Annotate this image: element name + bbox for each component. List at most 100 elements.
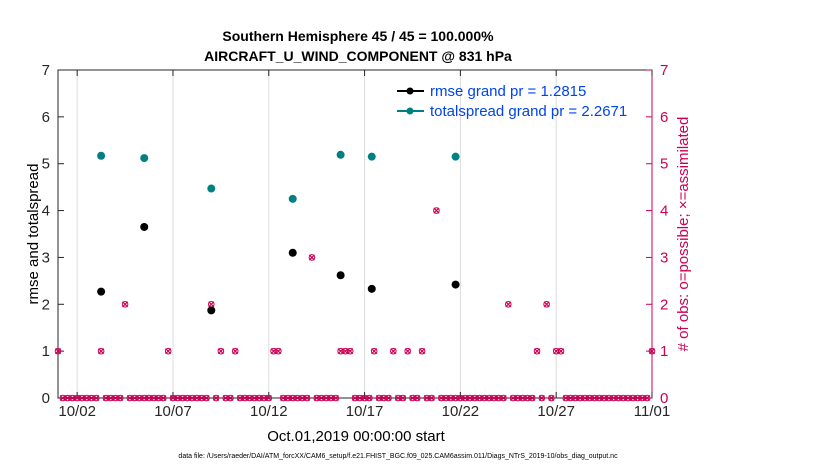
obs-possible-point bbox=[437, 394, 445, 402]
obs-possible-point bbox=[303, 394, 311, 402]
obs-possible-point bbox=[442, 394, 450, 402]
obs-possible-point bbox=[131, 394, 138, 402]
obs-assimilated-point bbox=[275, 348, 282, 355]
obs-possible-point bbox=[332, 394, 340, 402]
obs-assimilated-point bbox=[409, 394, 416, 402]
obs-assimilated-point bbox=[625, 394, 632, 402]
obs-assimilated-point bbox=[577, 394, 584, 402]
obs-possible-point bbox=[251, 394, 258, 402]
obs-possible-point bbox=[265, 394, 273, 402]
obs-possible-point bbox=[404, 347, 411, 355]
obs-assimilated-point bbox=[165, 348, 172, 355]
obs-possible-point bbox=[121, 300, 129, 308]
y-right-tick-label: 0 bbox=[660, 390, 668, 407]
y-tick-label: 3 bbox=[42, 249, 50, 266]
obs-possible-point bbox=[481, 394, 488, 402]
x-axis-label: Oct.01,2019 00:00:00 start bbox=[267, 428, 445, 445]
y-right-tick-label: 3 bbox=[660, 249, 668, 266]
obs-possible-point bbox=[476, 394, 483, 402]
obs-possible-point bbox=[179, 394, 186, 402]
obs-assimilated-point bbox=[136, 394, 143, 402]
obs-assimilated-point bbox=[553, 348, 560, 355]
obs-assimilated-point bbox=[246, 394, 253, 402]
obs-possible-point bbox=[500, 394, 507, 402]
obs-assimilated-point bbox=[557, 348, 565, 355]
obs-assimilated-point bbox=[74, 394, 81, 402]
obs-possible-point bbox=[624, 394, 632, 402]
obs-assimilated-point bbox=[375, 394, 382, 402]
obs-assimilated-point bbox=[284, 394, 291, 402]
obs-possible-point bbox=[169, 394, 177, 402]
obs-assimilated-point bbox=[98, 348, 105, 355]
obs-possible-point bbox=[361, 394, 368, 402]
rmse-point bbox=[367, 284, 376, 293]
obs-assimilated-point bbox=[203, 394, 210, 402]
obs-possible-point bbox=[596, 394, 603, 402]
obs-assimilated-point bbox=[117, 394, 124, 402]
obs-possible-point bbox=[466, 394, 474, 402]
obs-possible-point bbox=[447, 394, 455, 402]
obs-possible-point bbox=[399, 394, 407, 402]
obs-assimilated-point bbox=[160, 394, 167, 402]
obs-possible-point bbox=[548, 394, 555, 402]
obs-assimilated-point bbox=[213, 394, 220, 402]
obs-assimilated-point bbox=[184, 394, 191, 402]
obs-possible-point bbox=[83, 394, 91, 402]
obs-possible-point bbox=[390, 347, 397, 355]
obs-assimilated-point bbox=[270, 348, 277, 355]
obs-possible-point bbox=[557, 347, 565, 355]
obs-assimilated-point bbox=[222, 394, 229, 402]
obs-possible-point bbox=[538, 394, 546, 402]
obs-possible-point bbox=[394, 394, 402, 402]
obs-assimilated-point bbox=[447, 394, 454, 402]
obs-assimilated-point bbox=[644, 394, 651, 402]
obs-assimilated-point bbox=[505, 301, 512, 308]
obs-possible-point bbox=[514, 394, 522, 402]
obs-possible-point bbox=[160, 394, 167, 402]
obs-assimilated-point bbox=[189, 394, 196, 402]
totalspread-point bbox=[207, 184, 216, 193]
obs-possible-point bbox=[413, 394, 421, 402]
obs-assimilated-point bbox=[93, 394, 100, 402]
x-tick-label: 10/17 bbox=[346, 403, 384, 420]
obs-assimilated-point bbox=[54, 348, 62, 355]
obs-possible-point bbox=[600, 394, 608, 402]
obs-possible-point bbox=[648, 347, 656, 355]
obs-possible-point bbox=[313, 394, 320, 402]
obs-assimilated-point bbox=[442, 394, 450, 402]
y-right-tick-label: 5 bbox=[660, 156, 668, 173]
obs-assimilated-point bbox=[323, 394, 330, 402]
y-axis-label-right: # of obs: o=possible; ×=assimilated bbox=[675, 117, 692, 352]
obs-assimilated-point bbox=[366, 394, 373, 402]
obs-possible-point bbox=[528, 394, 536, 402]
obs-possible-point bbox=[241, 394, 249, 402]
y-tick-label: 0 bbox=[42, 390, 50, 407]
obs-assimilated-point bbox=[265, 394, 272, 402]
obs-possible-point bbox=[112, 394, 119, 402]
obs-possible-point bbox=[299, 394, 306, 402]
obs-assimilated-point bbox=[227, 394, 234, 402]
y-tick-label: 7 bbox=[42, 62, 50, 79]
obs-assimilated-point bbox=[399, 394, 406, 402]
obs-assimilated-point bbox=[179, 394, 186, 402]
obs-possible-point bbox=[471, 394, 479, 402]
rmse-point bbox=[97, 287, 106, 296]
obs-assimilated-point bbox=[371, 348, 378, 355]
obs-assimilated-point bbox=[217, 348, 224, 355]
plot-area: 10/02 10/07 10/12 10/17 10/22 10/27 11/0101234… bbox=[42, 62, 671, 420]
obs-assimilated-point bbox=[294, 394, 301, 402]
obs-possible-point bbox=[504, 300, 512, 308]
obs-possible-point bbox=[73, 394, 81, 402]
obs-assimilated-point bbox=[529, 394, 536, 402]
obs-possible-point bbox=[136, 394, 143, 402]
obs-assimilated-point bbox=[78, 394, 85, 402]
y-right-tick-label: 1 bbox=[660, 343, 668, 360]
obs-assimilated-point bbox=[150, 394, 157, 402]
obs-assimilated-point bbox=[280, 394, 287, 402]
obs-assimilated-point bbox=[380, 394, 387, 402]
rmse-point bbox=[207, 306, 216, 315]
obs-assimilated-point bbox=[534, 348, 541, 355]
obs-assimilated-point bbox=[567, 394, 574, 402]
obs-assimilated-point bbox=[308, 254, 315, 261]
